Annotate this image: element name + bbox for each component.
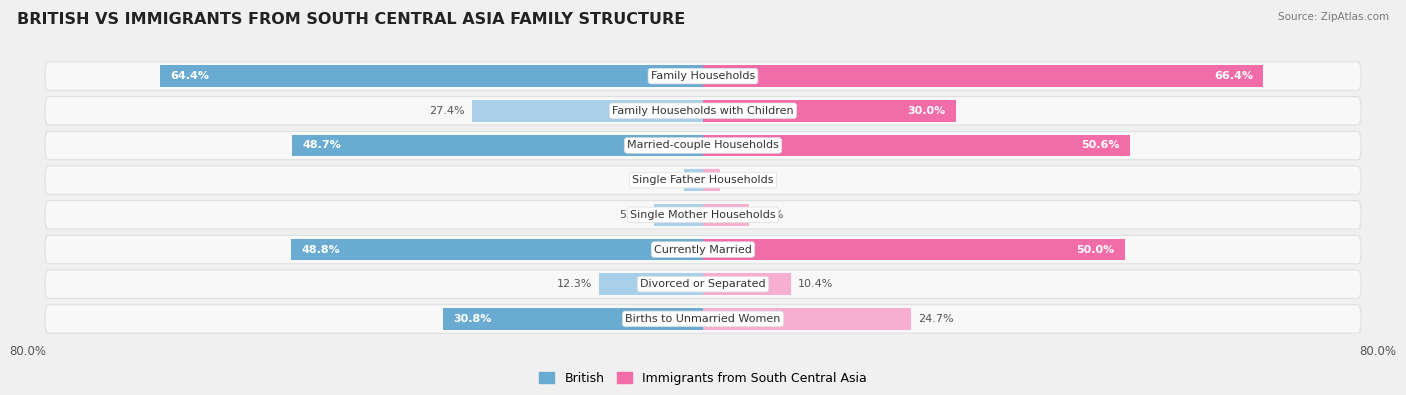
- Bar: [703, 308, 911, 330]
- Text: Divorced or Separated: Divorced or Separated: [640, 279, 766, 289]
- FancyBboxPatch shape: [45, 201, 1361, 229]
- Text: Married-couple Households: Married-couple Households: [627, 141, 779, 150]
- Text: 66.4%: 66.4%: [1213, 71, 1253, 81]
- Text: 48.7%: 48.7%: [302, 141, 342, 150]
- Bar: [703, 273, 790, 295]
- Bar: [703, 169, 720, 191]
- FancyBboxPatch shape: [45, 62, 1361, 90]
- Text: Source: ZipAtlas.com: Source: ZipAtlas.com: [1278, 12, 1389, 22]
- Bar: [703, 135, 1130, 156]
- Bar: [703, 65, 1263, 87]
- FancyBboxPatch shape: [45, 235, 1361, 264]
- Bar: [703, 239, 1125, 260]
- Text: 2.2%: 2.2%: [650, 175, 678, 185]
- Text: Single Mother Households: Single Mother Households: [630, 210, 776, 220]
- Bar: [685, 169, 703, 191]
- Text: Family Households: Family Households: [651, 71, 755, 81]
- Legend: British, Immigrants from South Central Asia: British, Immigrants from South Central A…: [540, 372, 866, 385]
- Bar: [443, 308, 703, 330]
- FancyBboxPatch shape: [45, 166, 1361, 194]
- Bar: [599, 273, 703, 295]
- Text: 30.8%: 30.8%: [453, 314, 492, 324]
- FancyBboxPatch shape: [45, 270, 1361, 299]
- Bar: [654, 204, 703, 226]
- Text: 10.4%: 10.4%: [797, 279, 832, 289]
- FancyBboxPatch shape: [45, 305, 1361, 333]
- FancyBboxPatch shape: [45, 131, 1361, 160]
- Bar: [292, 135, 703, 156]
- Text: 30.0%: 30.0%: [908, 106, 946, 116]
- Text: Currently Married: Currently Married: [654, 245, 752, 254]
- Text: Single Father Households: Single Father Households: [633, 175, 773, 185]
- Bar: [160, 65, 703, 87]
- Text: Births to Unmarried Women: Births to Unmarried Women: [626, 314, 780, 324]
- Text: 5.8%: 5.8%: [619, 210, 647, 220]
- Text: Family Households with Children: Family Households with Children: [612, 106, 794, 116]
- FancyBboxPatch shape: [45, 96, 1361, 125]
- Text: 50.6%: 50.6%: [1081, 141, 1119, 150]
- Text: 50.0%: 50.0%: [1077, 245, 1115, 254]
- Text: 27.4%: 27.4%: [429, 106, 465, 116]
- Text: 48.8%: 48.8%: [301, 245, 340, 254]
- Text: 24.7%: 24.7%: [918, 314, 953, 324]
- Text: 64.4%: 64.4%: [170, 71, 209, 81]
- Text: 12.3%: 12.3%: [557, 279, 592, 289]
- Bar: [703, 204, 748, 226]
- Text: BRITISH VS IMMIGRANTS FROM SOUTH CENTRAL ASIA FAMILY STRUCTURE: BRITISH VS IMMIGRANTS FROM SOUTH CENTRAL…: [17, 12, 685, 27]
- Bar: [291, 239, 703, 260]
- Text: 5.4%: 5.4%: [755, 210, 783, 220]
- Text: 2.0%: 2.0%: [727, 175, 755, 185]
- Bar: [703, 100, 956, 122]
- Bar: [472, 100, 703, 122]
